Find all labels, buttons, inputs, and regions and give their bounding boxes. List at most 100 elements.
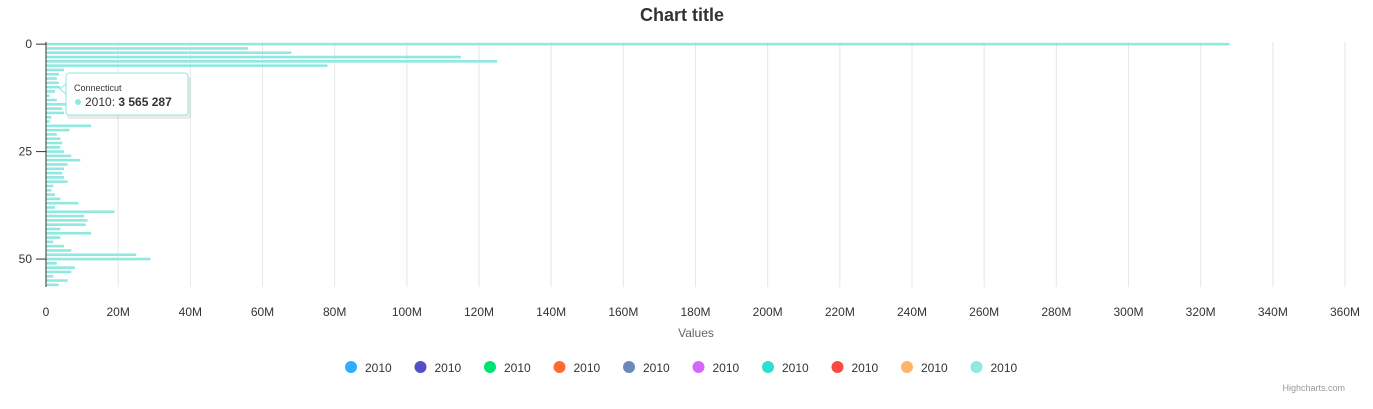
bar[interactable]: [46, 193, 56, 196]
bar[interactable]: [46, 214, 84, 218]
bar[interactable]: [46, 270, 72, 274]
legend-marker[interactable]: [901, 361, 913, 373]
value-tick-label: 200M: [753, 305, 783, 319]
bar[interactable]: [46, 176, 65, 179]
legend-marker[interactable]: [831, 361, 844, 373]
legend-label[interactable]: 2010: [504, 361, 531, 375]
legend-marker[interactable]: [692, 361, 705, 373]
bar[interactable]: [46, 120, 50, 123]
legend-label[interactable]: 2010: [713, 361, 740, 375]
bar[interactable]: [46, 51, 292, 55]
bar[interactable]: [46, 111, 65, 115]
bar[interactable]: [46, 236, 61, 239]
bar[interactable]: [46, 60, 498, 63]
legend-marker[interactable]: [762, 361, 774, 373]
legend: 2010 2010 2010 2010 2010 2010 2010 2010 2010 2010: [345, 361, 1018, 375]
bar[interactable]: [46, 158, 81, 162]
value-tick-label: 160M: [608, 305, 638, 319]
value-tick-label: 40M: [179, 305, 202, 319]
bar[interactable]: [46, 68, 65, 72]
bar[interactable]: [46, 206, 56, 209]
bar[interactable]: [46, 249, 72, 252]
bar[interactable]: [46, 107, 63, 110]
legend-marker[interactable]: [970, 361, 983, 373]
bar[interactable]: [46, 98, 57, 102]
bar[interactable]: [46, 219, 88, 222]
category-axis: 0 25 50: [19, 37, 47, 287]
value-axis-ticks: 0 20M 40M 60M 80M 100M 120M 140M 160M 180M 200M 220…: [43, 305, 1360, 319]
legend-label[interactable]: 2010: [574, 361, 601, 375]
bar[interactable]: [46, 141, 63, 145]
bar[interactable]: [46, 201, 79, 205]
bar[interactable]: [46, 231, 92, 235]
bar[interactable]: [46, 77, 57, 80]
bar[interactable]: [46, 253, 137, 257]
value-tick-label: 60M: [251, 305, 274, 319]
bar[interactable]: [46, 47, 249, 50]
bar[interactable]: [46, 188, 52, 192]
legend-label[interactable]: 2010: [782, 361, 809, 375]
bar[interactable]: [46, 279, 68, 282]
bar[interactable]: [46, 210, 115, 214]
legend-marker[interactable]: [623, 361, 635, 373]
bar[interactable]: [46, 146, 61, 149]
bar[interactable]: [46, 167, 65, 171]
value-tick-label: 20M: [106, 305, 129, 319]
value-tick-label: 100M: [392, 305, 422, 319]
bar[interactable]: [46, 154, 72, 158]
bar[interactable]: [46, 163, 68, 166]
bar[interactable]: [46, 55, 461, 59]
bar[interactable]: [46, 64, 328, 67]
value-tick-label: 180M: [680, 305, 710, 319]
bar[interactable]: [46, 223, 86, 226]
category-ticks: 0 25 50: [19, 37, 46, 266]
bar[interactable]: [46, 274, 54, 278]
bar[interactable]: [46, 124, 92, 128]
value-tick-label: 120M: [464, 305, 494, 319]
value-tick-label: 340M: [1258, 305, 1288, 319]
value-tick-label: 280M: [1041, 305, 1071, 319]
value-axis-title: Values: [678, 326, 714, 340]
bar[interactable]: [46, 240, 54, 244]
bar[interactable]: [46, 184, 54, 188]
bar[interactable]: [46, 197, 61, 201]
bar[interactable]: [46, 262, 57, 265]
legend-label[interactable]: 2010: [435, 361, 462, 375]
bar[interactable]: [46, 150, 65, 153]
bar[interactable]: [46, 137, 61, 141]
bar[interactable]: [46, 244, 65, 248]
bar[interactable]: [46, 227, 61, 231]
legend-marker[interactable]: [414, 361, 427, 373]
bar[interactable]: [46, 72, 59, 76]
bar[interactable]: [46, 257, 151, 261]
bar[interactable]: [46, 81, 59, 85]
legend-label[interactable]: 2010: [921, 361, 948, 375]
bar[interactable]: [46, 103, 66, 106]
bar[interactable]: [46, 42, 1230, 46]
bar[interactable]: [46, 133, 57, 136]
legend-label[interactable]: 2010: [365, 361, 392, 375]
bar[interactable]: [46, 90, 56, 93]
legend-marker[interactable]: [345, 361, 357, 373]
bar[interactable]: [46, 115, 52, 119]
legend-label[interactable]: 2010: [852, 361, 879, 375]
legend-label[interactable]: 2010: [643, 361, 670, 375]
bar[interactable]: [46, 180, 68, 183]
value-tick-label: 260M: [969, 305, 999, 319]
bar[interactable]: [46, 171, 63, 175]
bar[interactable]: [46, 128, 70, 132]
bar[interactable]: [46, 85, 61, 89]
credits[interactable]: Highcharts.com: [1282, 383, 1345, 393]
bar[interactable]: [46, 266, 75, 269]
bar[interactable]: [46, 283, 59, 287]
legend-marker[interactable]: [553, 361, 566, 373]
legend-label[interactable]: 2010: [991, 361, 1018, 375]
value-tick-label: 240M: [897, 305, 927, 319]
bar[interactable]: [46, 94, 50, 98]
tooltip: Connecticut 2010: 3 565 287: [59, 72, 191, 119]
category-tick-label: 50: [19, 252, 33, 266]
tooltip-value: 3 565 287: [118, 95, 172, 109]
value-tick-label: 80M: [323, 305, 346, 319]
legend-marker[interactable]: [484, 361, 496, 373]
